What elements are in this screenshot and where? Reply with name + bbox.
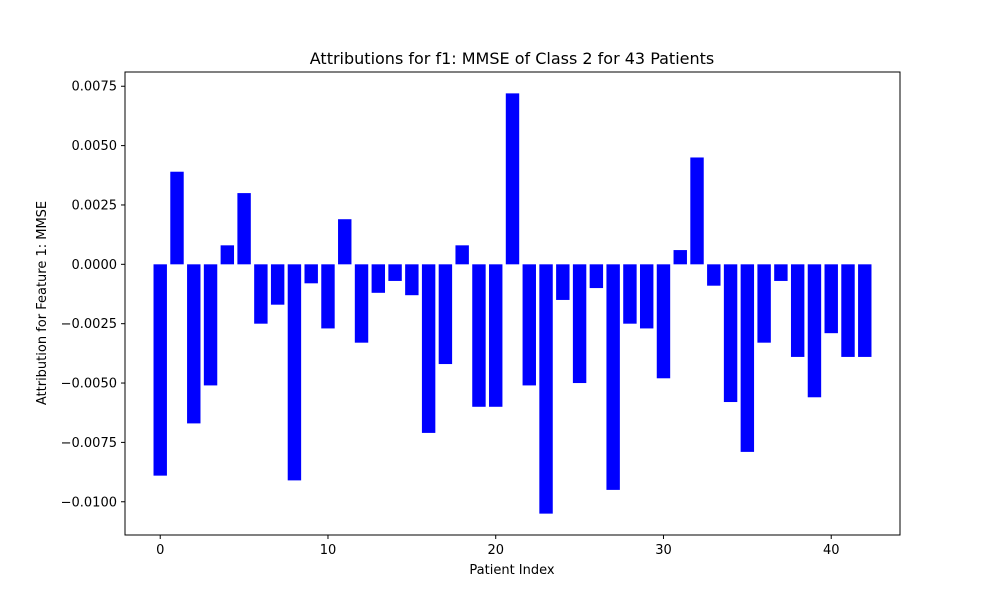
- y-tick-label: −0.0050: [61, 377, 117, 392]
- bar-patient-19: [472, 264, 486, 407]
- bar-patient-42: [858, 264, 872, 357]
- bar-patient-40: [824, 264, 838, 334]
- bar-patient-31: [673, 250, 687, 265]
- bar-patient-14: [388, 264, 402, 281]
- bar-patient-13: [371, 264, 386, 293]
- bar-patient-22: [522, 264, 536, 386]
- bar-patient-16: [421, 264, 436, 433]
- bar-patient-2: [187, 264, 201, 424]
- bar-patient-9: [304, 264, 318, 284]
- bar-patient-23: [539, 264, 553, 514]
- bar-patient-24: [556, 264, 570, 300]
- bar-patient-27: [606, 264, 620, 490]
- y-tick-label: 0.0025: [72, 198, 118, 213]
- x-axis-ticks: 0 10 20 30 40: [156, 535, 839, 558]
- bar-patient-29: [639, 264, 654, 329]
- bar-patient-37: [774, 264, 788, 281]
- bars-group: [153, 93, 872, 514]
- y-tick-label: −0.0075: [61, 436, 117, 451]
- chart-title: Attributions for f1: MMSE of Class 2 for…: [310, 49, 714, 68]
- bar-patient-36: [757, 264, 771, 343]
- plot-frame: [124, 71, 901, 536]
- bar-patient-25: [572, 264, 587, 384]
- y-tick-label: 0.0075: [72, 80, 118, 95]
- bar-patient-20: [489, 264, 503, 407]
- bar-patient-5: [237, 193, 251, 265]
- bar-patient-17: [438, 264, 453, 365]
- bar-patient-0: [153, 264, 167, 476]
- y-tick-label: 0.0000: [72, 258, 118, 273]
- x-tick-label: 10: [320, 543, 337, 558]
- bar-patient-4: [220, 245, 235, 265]
- bar-patient-12: [354, 264, 369, 343]
- bar-patient-6: [254, 264, 268, 324]
- y-tick-label: −0.0025: [61, 317, 117, 332]
- bar-patient-26: [589, 264, 604, 289]
- bar-patient-35: [740, 264, 755, 452]
- x-tick-label: 40: [823, 543, 840, 558]
- bar-patient-38: [790, 264, 805, 357]
- bar-patient-10: [321, 264, 335, 329]
- x-axis-label: Patient Index: [469, 563, 554, 578]
- bar-patient-41: [841, 264, 855, 357]
- bar-patient-30: [656, 264, 671, 379]
- bar-patient-15: [405, 264, 419, 296]
- bar-patient-1: [170, 171, 184, 265]
- y-axis-label: Attribution for Feature 1: MMSE: [35, 201, 50, 405]
- y-tick-label: −0.0100: [61, 495, 117, 510]
- bar-patient-34: [723, 264, 738, 403]
- bar-patient-7: [270, 264, 285, 305]
- bar-patient-21: [505, 93, 520, 265]
- bar-patient-18: [455, 245, 469, 265]
- bar-patient-28: [623, 264, 637, 324]
- bar-patient-32: [690, 157, 704, 265]
- bar-patient-8: [287, 264, 302, 481]
- x-tick-label: 0: [156, 543, 164, 558]
- bar-patient-3: [203, 264, 218, 386]
- bar-patient-39: [807, 264, 822, 398]
- bar-patient-11: [338, 219, 352, 265]
- y-tick-label: 0.0050: [72, 139, 118, 154]
- bar-patient-33: [707, 264, 721, 286]
- y-axis-ticks: −0.0100 −0.0075 −0.0050 −0.0025 0.0000 0.0025…: [61, 80, 125, 510]
- x-tick-label: 30: [655, 543, 672, 558]
- x-tick-label: 20: [487, 543, 504, 558]
